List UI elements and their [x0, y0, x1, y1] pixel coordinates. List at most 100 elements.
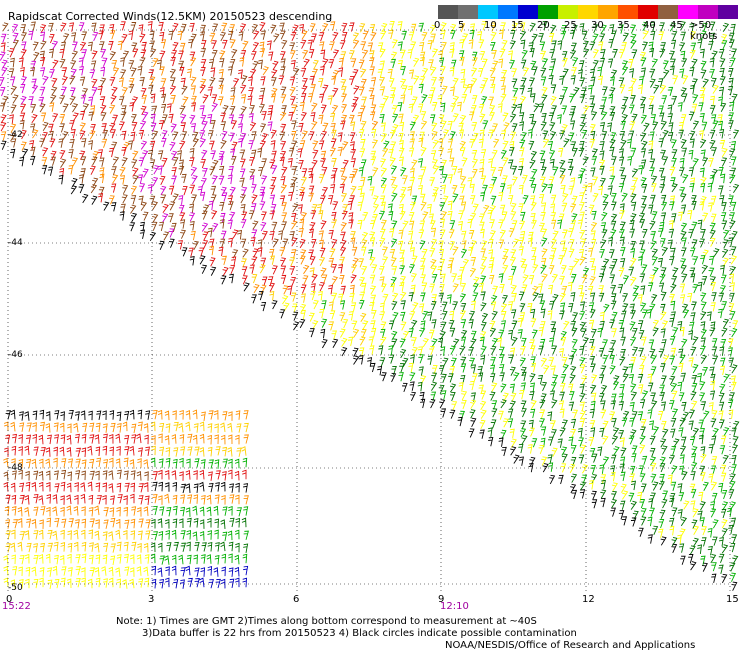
- wind-barb: [53, 457, 58, 468]
- wind-barb: [33, 506, 39, 516]
- wind-barb: [222, 531, 228, 542]
- wind-barb: [79, 150, 86, 160]
- wind-barb: [227, 174, 233, 185]
- wind-barb: [318, 239, 324, 250]
- wind-barb: [382, 147, 389, 158]
- wind-barb: [71, 32, 77, 42]
- wind-barb: [303, 58, 310, 68]
- wind-barb: [123, 470, 129, 480]
- wind-barb: [209, 257, 216, 267]
- wind-barb: [348, 219, 354, 229]
- wind-barb: [219, 201, 225, 212]
- wind-barb: [318, 114, 324, 125]
- wind-barb: [729, 392, 735, 402]
- wind-barb: [699, 93, 705, 104]
- wind-barb: [150, 457, 156, 468]
- wind-barb: [95, 422, 101, 433]
- wind-barb: [371, 139, 378, 149]
- wind-barb: [211, 210, 218, 220]
- wind-barb: [320, 328, 326, 339]
- wind-barb: [268, 51, 274, 61]
- wind-barb: [152, 130, 159, 140]
- wind-barb: [499, 229, 506, 239]
- wind-barb: [18, 434, 23, 444]
- wind-barb: [290, 96, 296, 106]
- wind-barb: [289, 86, 296, 97]
- wind-barb: [280, 66, 286, 76]
- wind-barb: [521, 49, 528, 60]
- wind-barb: [242, 40, 249, 50]
- wind-barb: [88, 529, 94, 540]
- wind-barb: [431, 122, 438, 132]
- wind-barb: [599, 464, 605, 474]
- wind-barb: [209, 32, 216, 42]
- wind-barb: [362, 211, 369, 222]
- wind-barb: [631, 445, 638, 455]
- wind-barb: [451, 59, 457, 69]
- legend-swatch: [718, 5, 738, 19]
- wind-barb: [11, 445, 17, 456]
- wind-barb: [710, 213, 717, 223]
- wind-barb: [599, 177, 606, 187]
- wind-barb: [19, 494, 25, 505]
- wind-barb: [190, 166, 198, 176]
- wind-barb: [651, 58, 659, 68]
- wind-barb: [647, 373, 653, 383]
- wind-barb: [530, 195, 536, 205]
- wind-barb: [500, 85, 506, 95]
- wind-barb: [48, 33, 55, 44]
- wind-barb: [66, 578, 72, 588]
- wind-barb: [46, 494, 51, 504]
- wind-barb: [469, 380, 475, 391]
- wind-barb: [33, 51, 40, 62]
- wind-barb: [500, 149, 507, 160]
- wind-barb: [718, 96, 724, 106]
- wind-barb: [103, 519, 109, 529]
- wind-barb: [469, 29, 475, 40]
- wind-barb: [700, 183, 706, 193]
- wind-barb: [610, 339, 617, 350]
- wind-barb: [100, 48, 107, 58]
- wind-barb: [249, 175, 255, 185]
- wind-barb: [411, 96, 418, 106]
- wind-barb: [164, 493, 170, 504]
- wind-barb: [488, 96, 495, 106]
- wind-barb: [137, 542, 142, 553]
- wind-barb: [53, 446, 58, 457]
- wind-barb: [180, 42, 186, 53]
- wind-barb: [492, 285, 499, 295]
- wind-barb: [680, 31, 686, 41]
- wind-barb: [539, 150, 546, 160]
- wind-barb: [582, 267, 590, 277]
- wind-barb: [548, 75, 554, 85]
- wind-barb: [550, 84, 557, 94]
- wind-barb: [25, 470, 30, 481]
- wind-barb: [60, 434, 66, 444]
- wind-barb: [391, 338, 398, 348]
- wind-barb: [598, 185, 604, 196]
- wind-barb: [408, 69, 415, 79]
- wind-barb: [379, 76, 386, 87]
- wind-barb: [228, 411, 233, 421]
- wind-barb: [220, 139, 227, 150]
- wind-barb: [479, 213, 485, 223]
- wind-barb: [119, 166, 126, 177]
- wind-barb: [50, 156, 56, 166]
- wind-barb: [671, 507, 678, 517]
- wind-barb: [129, 567, 135, 577]
- wind-barb: [291, 249, 297, 259]
- wind-barb: [102, 410, 107, 420]
- wind-barb: [299, 318, 306, 329]
- wind-barb: [480, 321, 487, 331]
- latitude-label: -46: [8, 350, 23, 360]
- wind-barb: [359, 148, 366, 158]
- wind-barb: [220, 541, 226, 552]
- wind-barb: [259, 140, 266, 150]
- wind-barb: [201, 120, 208, 131]
- wind-barb: [38, 470, 44, 481]
- wind-barb: [172, 518, 178, 529]
- wind-barb: [592, 176, 599, 186]
- wind-barb: [661, 499, 668, 509]
- wind-barb: [308, 249, 314, 259]
- wind-barb: [531, 329, 538, 339]
